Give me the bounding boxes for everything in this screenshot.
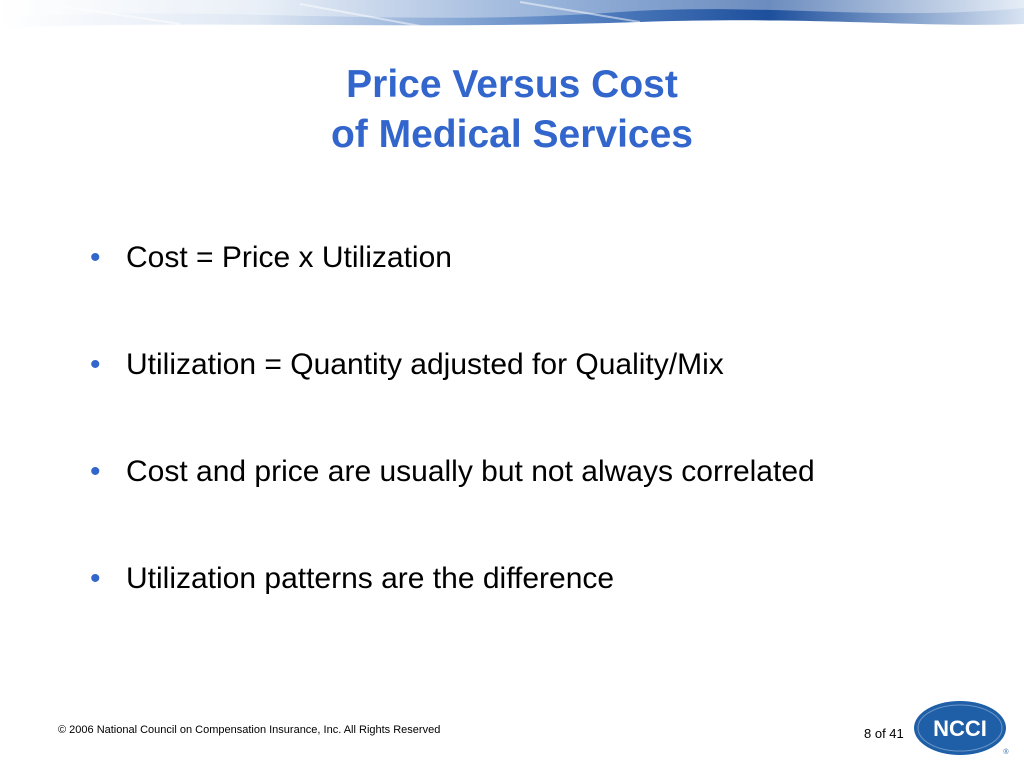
bullet-dot-icon: •: [90, 562, 101, 595]
page-indicator: 8 of 41: [864, 726, 904, 741]
bullet-dot-icon: •: [90, 241, 101, 274]
bullet-dot-icon: •: [90, 348, 101, 381]
ncci-logo: NCCI ®: [914, 701, 1009, 756]
bullet-text: Utilization patterns are the difference: [126, 562, 615, 595]
bullet-item: • Utilization patterns are the differenc…: [90, 557, 990, 664]
bullet-item: • Utilization = Quantity adjusted for Qu…: [90, 343, 990, 450]
registered-mark: ®: [1003, 748, 1009, 756]
slide-title: Price Versus Cost of Medical Services: [0, 60, 1024, 160]
bullet-dot-icon: •: [90, 455, 101, 488]
bullet-item: • Cost and price are usually but not alw…: [90, 450, 990, 557]
footer-copyright: © 2006 National Council on Compensation …: [58, 724, 441, 736]
title-line-2: of Medical Services: [330, 113, 693, 156]
top-banner: [0, 0, 1024, 30]
bullet-text: Utilization = Quantity adjusted for Qual…: [126, 348, 724, 381]
bullet-text: Cost = Price x Utilization: [126, 241, 452, 274]
logo-text: NCCI: [933, 716, 987, 741]
bullet-item: • Cost = Price x Utilization: [90, 236, 990, 343]
title-line-1: Price Versus Cost: [346, 63, 678, 106]
bullet-list: • Cost = Price x Utilization • Utilizati…: [90, 236, 990, 664]
bullet-text: Cost and price are usually but not alway…: [126, 455, 815, 488]
